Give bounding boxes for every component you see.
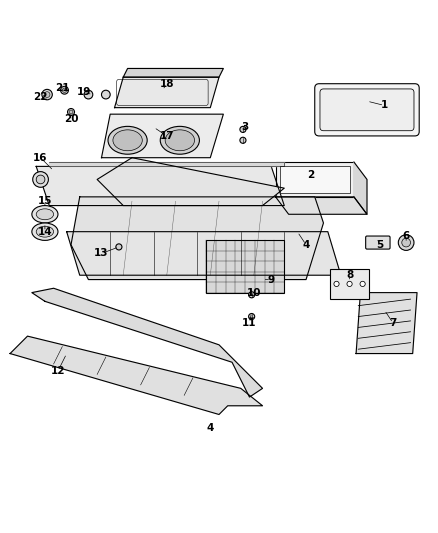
Polygon shape (123, 68, 223, 77)
Polygon shape (32, 288, 262, 397)
Circle shape (240, 126, 246, 133)
Ellipse shape (113, 130, 142, 151)
Circle shape (347, 281, 352, 287)
Circle shape (402, 238, 410, 247)
Text: 22: 22 (33, 92, 48, 102)
Circle shape (360, 281, 365, 287)
Text: 1: 1 (381, 100, 388, 110)
Bar (206, 240, 284, 293)
Ellipse shape (36, 226, 53, 237)
Ellipse shape (165, 130, 194, 151)
Circle shape (334, 281, 339, 287)
Text: 12: 12 (51, 366, 65, 376)
Polygon shape (36, 166, 284, 206)
Ellipse shape (36, 209, 53, 220)
Circle shape (116, 244, 122, 250)
Bar (276, 162, 354, 197)
FancyBboxPatch shape (315, 84, 419, 136)
Text: 14: 14 (38, 227, 52, 237)
Polygon shape (276, 197, 367, 214)
Text: 19: 19 (77, 87, 91, 98)
Ellipse shape (32, 223, 58, 240)
Text: 9: 9 (268, 274, 275, 285)
Text: 20: 20 (64, 114, 78, 124)
Circle shape (36, 175, 45, 184)
Text: 7: 7 (389, 318, 397, 328)
Polygon shape (67, 232, 341, 275)
Text: 8: 8 (346, 270, 353, 280)
Text: 18: 18 (159, 79, 174, 88)
Text: 16: 16 (33, 152, 48, 163)
Text: 15: 15 (38, 196, 52, 206)
Polygon shape (115, 77, 219, 108)
FancyBboxPatch shape (320, 89, 414, 131)
Text: 10: 10 (247, 288, 261, 297)
Circle shape (249, 313, 254, 320)
Circle shape (44, 92, 50, 98)
Text: 4: 4 (207, 423, 214, 433)
Text: 11: 11 (242, 318, 257, 328)
Text: 4: 4 (302, 240, 310, 250)
Text: 2: 2 (307, 170, 314, 180)
Text: 6: 6 (403, 231, 410, 241)
Text: 5: 5 (376, 240, 384, 250)
Circle shape (67, 109, 74, 116)
Text: 3: 3 (241, 122, 249, 132)
FancyBboxPatch shape (366, 236, 390, 249)
Polygon shape (356, 293, 417, 353)
Text: 21: 21 (55, 83, 70, 93)
Bar (330, 269, 369, 299)
Circle shape (69, 110, 73, 114)
Polygon shape (71, 197, 323, 279)
Circle shape (240, 137, 246, 143)
Ellipse shape (32, 206, 58, 223)
Text: 13: 13 (94, 248, 109, 259)
Circle shape (398, 235, 414, 251)
Circle shape (60, 86, 68, 94)
Polygon shape (354, 162, 367, 214)
Polygon shape (49, 162, 284, 166)
Circle shape (102, 90, 110, 99)
Circle shape (84, 90, 93, 99)
Polygon shape (97, 158, 284, 206)
Text: 17: 17 (159, 131, 174, 141)
Circle shape (249, 292, 254, 298)
Circle shape (62, 88, 67, 92)
Ellipse shape (160, 126, 199, 154)
Polygon shape (10, 336, 262, 415)
Circle shape (42, 90, 52, 100)
Circle shape (33, 172, 48, 187)
Bar (280, 166, 350, 192)
Ellipse shape (108, 126, 147, 154)
Polygon shape (102, 114, 223, 158)
